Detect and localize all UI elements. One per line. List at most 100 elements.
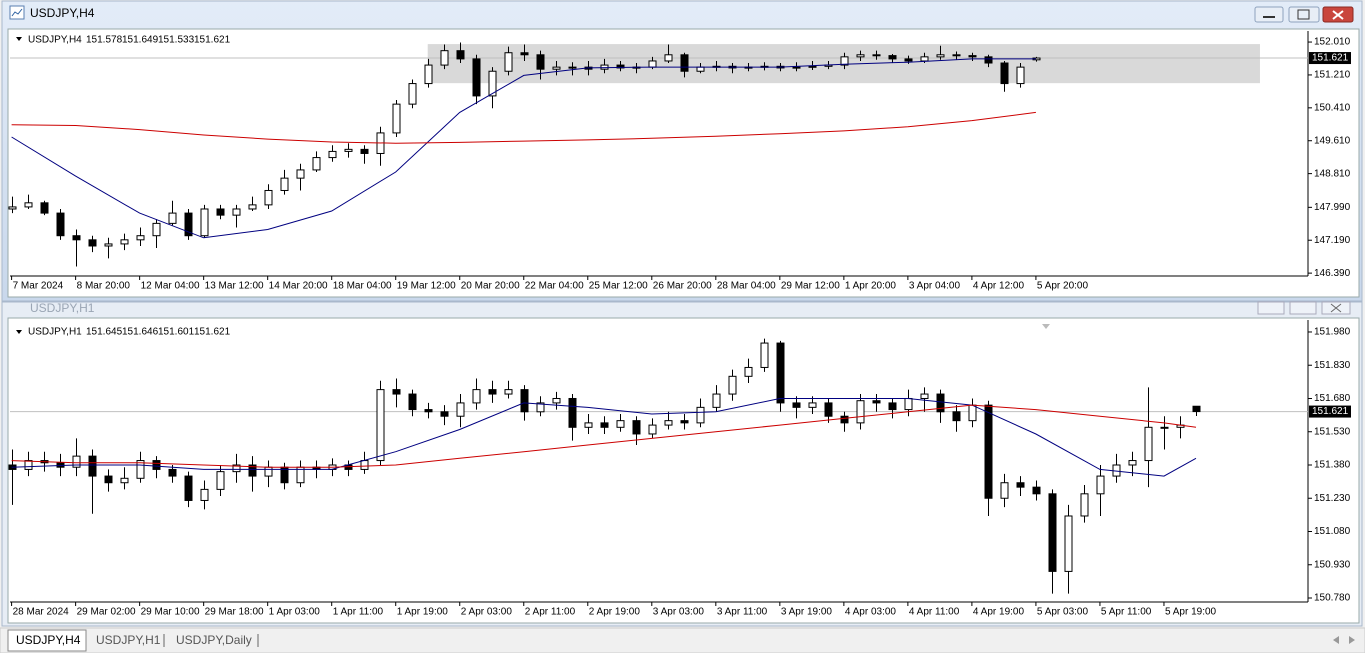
candle-body — [472, 58, 481, 97]
candle-body — [920, 393, 929, 399]
candle-body — [8, 206, 17, 210]
candle-body — [1016, 66, 1025, 85]
x-tick-label: 4 Apr 12:00 — [973, 281, 1025, 292]
candle-body — [88, 455, 97, 477]
candle-body — [360, 148, 369, 154]
candle-body — [792, 66, 801, 69]
candle-body — [1096, 475, 1105, 495]
candle-body — [824, 402, 833, 417]
candle-body — [264, 466, 273, 477]
candle-body — [712, 393, 721, 408]
header-open: 151.645 — [86, 327, 123, 338]
close-icon — [1332, 10, 1344, 20]
candle-body — [840, 56, 849, 66]
restore-button[interactable] — [1288, 6, 1320, 23]
x-tick-label: 3 Apr 11:00 — [717, 607, 768, 618]
candle-body — [104, 475, 113, 484]
candle-body — [1080, 493, 1089, 517]
candle-body — [184, 475, 193, 501]
candle-body — [24, 460, 33, 470]
candle-body — [872, 400, 881, 404]
x-tick-label: 3 Apr 04:00 — [909, 281, 961, 292]
y-tick-label: 151.080 — [1314, 526, 1351, 537]
candle-body — [1016, 482, 1025, 488]
candle-body — [440, 50, 449, 66]
tab-label[interactable]: USDJPY,Daily — [176, 633, 252, 647]
candle-body — [744, 366, 753, 377]
x-tick-label: 4 Apr 11:00 — [909, 607, 960, 618]
x-tick-label: 1 Apr 20:00 — [845, 281, 897, 292]
x-tick-label: 25 Mar 12:00 — [589, 281, 648, 292]
window-title: USDJPY,H4 — [30, 6, 95, 20]
candle-body — [408, 393, 417, 411]
candle-body — [248, 204, 257, 210]
candle-body — [136, 460, 145, 479]
x-tick-label: 28 Mar 04:00 — [717, 281, 776, 292]
x-tick-label: 29 Mar 18:00 — [205, 607, 264, 618]
candle-body — [1032, 486, 1041, 495]
candle-body — [984, 404, 993, 499]
candle-body — [120, 239, 129, 245]
candle-body — [808, 65, 817, 68]
window-icon — [9, 5, 25, 20]
chart: 151.980 151.830 151.680 151.530 151.380 151.2… — [8, 320, 1351, 618]
header-high: 151.646 — [122, 327, 159, 338]
candle-body — [520, 52, 529, 56]
x-tick-label: 28 Mar 2024 — [13, 607, 70, 618]
candle-body — [184, 212, 193, 237]
restore-icon — [1297, 9, 1310, 20]
candle-body — [248, 464, 257, 477]
candle-body — [168, 468, 177, 477]
y-tick-label: 150.930 — [1314, 559, 1351, 570]
candle-body — [808, 402, 817, 408]
y-tick-label: 151.380 — [1314, 460, 1351, 471]
candle-body — [24, 202, 33, 208]
x-tick-label: 5 Apr 11:00 — [1101, 607, 1152, 618]
y-tick-label: 151.680 — [1314, 393, 1351, 404]
x-tick-label: 29 Mar 02:00 — [77, 607, 136, 618]
candle-body — [936, 54, 945, 58]
restore-button[interactable] — [1289, 301, 1317, 315]
tab[interactable] — [7, 629, 87, 652]
candle-body — [488, 389, 497, 395]
x-tick-label: 4 Apr 19:00 — [973, 607, 1025, 618]
candle-body — [568, 397, 577, 428]
tab-scroll-left[interactable] — [1333, 636, 1339, 644]
tab-label[interactable]: USDJPY,H1 — [96, 633, 161, 647]
candle-body — [392, 389, 401, 395]
candle-body — [936, 393, 945, 413]
candle-body — [872, 54, 881, 57]
minimize-button[interactable] — [1257, 301, 1285, 315]
y-tick-label: 149.610 — [1314, 135, 1351, 146]
x-tick-label: 19 Mar 12:00 — [397, 281, 456, 292]
candle-body — [456, 50, 465, 60]
candle-body — [408, 83, 417, 105]
minimize-button[interactable] — [1254, 6, 1284, 23]
x-tick-label: 8 Mar 20:00 — [77, 281, 131, 292]
candle-body — [696, 406, 705, 424]
candle-body — [1128, 460, 1137, 466]
tab[interactable] — [88, 630, 166, 651]
candle-body — [216, 208, 225, 216]
candle-body — [952, 54, 961, 57]
candle-body — [216, 471, 225, 490]
x-tick-label: 2 Apr 19:00 — [589, 607, 641, 618]
chart-panel — [7, 317, 1360, 624]
candle-body — [888, 55, 897, 60]
tab-label[interactable]: USDJPY,H4 — [16, 633, 81, 647]
candle-body — [792, 402, 801, 408]
y-tick-label: 152.010 — [1314, 37, 1351, 48]
candle-body — [1064, 515, 1073, 572]
candle-body — [472, 389, 481, 404]
candle-body — [728, 375, 737, 395]
candle-body — [856, 400, 865, 424]
candle-body — [888, 402, 897, 411]
price-label: 151.621 — [1312, 53, 1349, 64]
tab[interactable] — [168, 630, 260, 651]
x-tick-label: 26 Mar 20:00 — [653, 281, 712, 292]
tab-scroll-right[interactable] — [1349, 636, 1355, 644]
candle-body — [600, 422, 609, 428]
header-close: 151.621 — [194, 327, 231, 338]
header-low: 151.601 — [158, 327, 195, 338]
